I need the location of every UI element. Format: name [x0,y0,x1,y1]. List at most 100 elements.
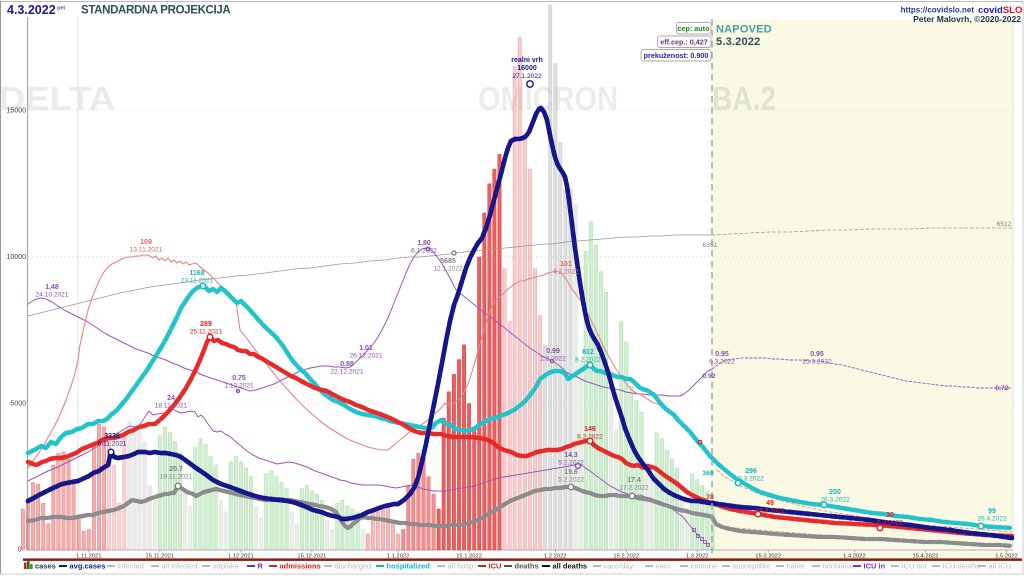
svg-text:18.11.2021: 18.11.2021 [155,403,188,410]
svg-text:vacc/day: vacc/day [604,562,634,571]
svg-text:6.11.2021: 6.11.2021 [98,441,127,448]
svg-text:ICU in: ICU in [864,562,886,571]
svg-text:5.2.2022: 5.2.2022 [558,460,584,467]
svg-text:all infected: all infected [162,562,198,571]
svg-text:5.2.2022: 5.2.2022 [558,477,584,484]
svg-text:15000: 15000 [7,108,27,115]
svg-text:nonNaive: nonNaive [823,562,855,571]
svg-text:289: 289 [200,321,212,328]
svg-text:all hosp.: all hosp. [448,562,476,571]
svg-text:8.2.2022: 8.2.2022 [577,434,603,441]
svg-text:1.12.2021: 1.12.2021 [224,383,254,390]
svg-text:16000: 16000 [517,65,537,72]
svg-text:1.3.2022: 1.3.2022 [686,553,709,559]
svg-text:15.1.2022: 15.1.2022 [456,553,482,559]
svg-text:vacc: vacc [656,562,672,571]
svg-text:1.4.2022: 1.4.2022 [843,553,866,559]
svg-text:0: 0 [18,547,22,554]
svg-text:4.3.2022: 4.3.2022 [7,3,56,17]
svg-text:22.12.2021: 22.12.2021 [330,369,363,376]
svg-text:0.88: 0.88 [340,361,354,368]
svg-text:6.1.2022: 6.1.2022 [411,248,437,255]
svg-text:infected: infected [118,562,144,571]
svg-text:cep: auto: cep: auto [678,24,711,33]
svg-text:STANDARDNA PROJEKCIJA: STANDARDNA PROJEKCIJA [81,5,231,17]
svg-text:15.12.2021: 15.12.2021 [297,553,326,559]
svg-text:DELTA: DELTA [0,81,115,118]
svg-text:susceptible: susceptible [733,562,771,571]
svg-text:1.1.2022: 1.1.2022 [387,553,410,559]
svg-text:3338: 3338 [104,433,120,440]
svg-text:24: 24 [167,395,175,402]
svg-text:15.3.2022: 15.3.2022 [755,553,781,559]
svg-text:0.72: 0.72 [995,385,1008,392]
svg-text:296: 296 [745,468,757,475]
svg-text:5000: 5000 [10,401,26,408]
svg-text:13.11.2021: 13.11.2021 [130,247,163,254]
svg-text:1168: 1168 [189,270,204,277]
svg-text:odplake: odplake [213,562,239,571]
svg-text:Peter Malovrh, ©2020-2022: Peter Malovrh, ©2020-2022 [913,14,1021,24]
svg-text:23.11.2021: 23.11.2021 [181,278,214,285]
svg-text:1.11.2021: 1.11.2021 [76,553,101,559]
svg-text:5685: 5685 [440,258,456,265]
svg-text:pet: pet [57,6,65,12]
svg-text:https://covidslo.net: https://covidslo.net [901,6,975,15]
svg-text:13.3.2022: 13.3.2022 [755,508,785,515]
svg-text:24.10.2021: 24.10.2021 [35,292,68,299]
svg-text:6351: 6351 [702,242,717,249]
svg-text:20.7: 20.7 [169,466,183,473]
svg-text:6512: 6512 [996,221,1011,228]
svg-text:146: 146 [584,426,596,433]
svg-text:101: 101 [560,261,572,268]
svg-text:0.99: 0.99 [546,348,560,355]
svg-text:26.3.2022: 26.3.2022 [820,497,850,504]
svg-text:NAPOVED: NAPOVED [716,24,772,36]
svg-text:26.12.2021: 26.12.2021 [349,353,382,360]
svg-text:1.2.2022: 1.2.2022 [540,356,566,363]
svg-text:BA.2: BA.2 [712,81,776,118]
svg-text:15.2.2022: 15.2.2022 [613,553,639,559]
svg-text:R: R [258,562,264,571]
svg-text:all ICU: all ICU [989,562,1012,571]
svg-text:immune: immune [691,562,718,571]
svg-text:8.2.2022: 8.2.2022 [575,357,601,364]
svg-text:27.1.2022: 27.1.2022 [512,73,542,80]
svg-text:99: 99 [988,508,996,515]
svg-text:26.4.2022: 26.4.2022 [977,516,1007,523]
svg-text:0.95: 0.95 [810,351,824,358]
svg-text:0.75: 0.75 [232,375,246,382]
svg-text:OMICRON: OMICRON [478,81,618,118]
svg-text:4.2.2022: 4.2.2022 [553,269,579,276]
svg-text:ICU: ICU [489,562,502,571]
svg-text:realni vrh: realni vrh [511,57,543,64]
svg-text:10000: 10000 [7,254,27,261]
svg-text:14.3: 14.3 [564,452,578,459]
svg-text:25.3.2022: 25.3.2022 [802,359,832,366]
svg-text:17.2.2022: 17.2.2022 [619,485,649,492]
svg-text:12.1.2022: 12.1.2022 [433,266,463,273]
svg-text:0.92: 0.92 [702,373,715,380]
svg-text:1.2.2022: 1.2.2022 [544,553,567,559]
svg-text:15.4.2022: 15.4.2022 [913,553,939,559]
svg-text:19.11.2021: 19.11.2021 [160,474,193,481]
svg-text:1,48: 1,48 [45,284,59,291]
svg-text:1.12.2021: 1.12.2021 [228,553,254,559]
svg-text:cases: cases [35,562,56,571]
svg-text:25.11.2021: 25.11.2021 [190,329,223,336]
svg-text:all deaths: all deaths [553,562,588,571]
svg-text:6.3.2022: 6.3.2022 [709,359,735,366]
svg-text:ICU deaths: ICU deaths [943,562,981,571]
svg-text:78: 78 [706,494,714,501]
svg-text:6.4.2022: 6.4.2022 [877,520,903,527]
svg-text:812: 812 [582,349,594,356]
svg-text:30: 30 [886,512,894,519]
svg-text:15.11.2021: 15.11.2021 [146,553,175,559]
svg-text:avg.cases: avg.cases [70,562,106,571]
svg-text:17.4: 17.4 [627,477,641,484]
svg-text:1.5.2022: 1.5.2022 [995,553,1018,559]
svg-text:19.6: 19.6 [564,469,578,476]
svg-text:200: 200 [829,489,841,496]
svg-text:1.01: 1.01 [359,345,373,352]
svg-text:1,80: 1,80 [417,240,431,247]
